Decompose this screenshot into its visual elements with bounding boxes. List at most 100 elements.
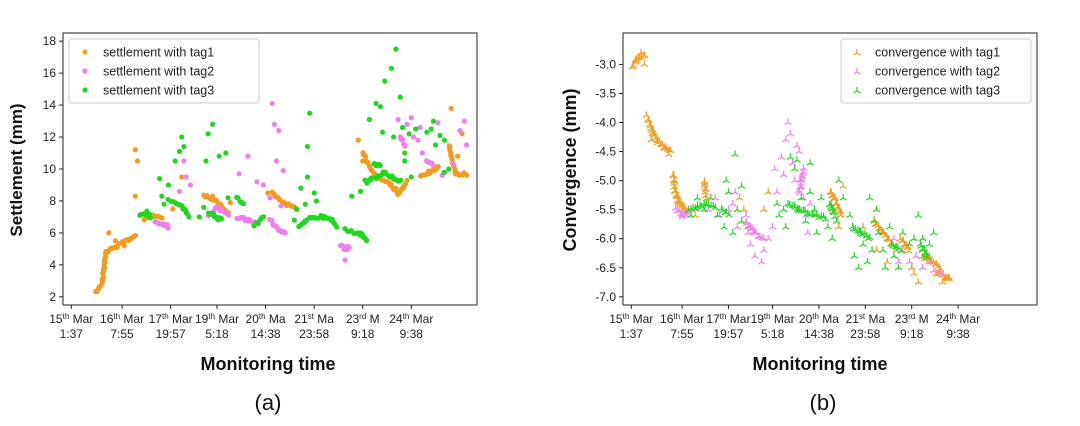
settlement-with-tag2-point (165, 225, 171, 231)
settlement-with-tag1-point (121, 243, 127, 249)
settlement-with-tag3-point (382, 78, 388, 84)
settlement-with-tag2-point (245, 153, 251, 159)
series-settlement-with-tag3 (137, 46, 452, 243)
convergence-with-tag2-point (751, 252, 759, 259)
x-tick-label: 21st Ma (294, 312, 334, 327)
settlement-with-tag1-point (404, 177, 410, 184)
convergence-with-tag2-point (795, 147, 803, 155)
convergence-with-tag3-point (813, 228, 821, 236)
settlement-with-tag3-point (406, 131, 412, 137)
y-tick-label: 14 (43, 98, 57, 112)
settlement-with-tag1-point (170, 206, 176, 212)
settlement-with-tag2-point (276, 128, 282, 134)
settlement-with-tag3-point (391, 134, 397, 140)
convergence-with-tag2-point (799, 164, 808, 171)
settlement-with-tag3-point (393, 46, 399, 52)
convergence-with-tag1-point (945, 274, 953, 282)
settlement-with-tag3-point (147, 215, 153, 221)
settlement-caption: (a) (255, 390, 282, 415)
convergence-with-tag1-point (640, 60, 649, 67)
convergence-with-tag3-point (863, 258, 872, 265)
convergence-with-tag3-point (899, 228, 907, 236)
settlement-with-tag2-point (269, 217, 275, 224)
settlement-with-tag3-point (159, 193, 165, 199)
settlement-with-tag2-point (430, 162, 436, 168)
convergence-with-tag1-point (644, 116, 653, 124)
series-convergence-with-tag2 (671, 118, 945, 277)
convergence-with-tag2-point (773, 188, 781, 195)
convergence-with-tag3-point (717, 205, 726, 212)
convergence-with-tag3-point (725, 211, 733, 218)
x-tick-label: 20th Ma (246, 312, 286, 327)
x-tick-time: 1:37 (60, 327, 84, 341)
convergence-with-tag2-point (905, 258, 914, 265)
settlement-with-tag3-point (201, 204, 207, 210)
convergence-x-axis-label: Monitoring time (753, 354, 888, 374)
convergence-with-tag3-point (866, 233, 874, 241)
settlement-x-axis-label: Monitoring time (201, 354, 336, 374)
convergence-with-tag3-point (914, 211, 923, 219)
settlement-with-tag3-point (181, 144, 187, 150)
x-tick-time: 23:58 (850, 327, 880, 341)
settlement-with-tag2-point (463, 142, 470, 148)
convergence-with-tag1-point (740, 205, 748, 213)
convergence-y-ticks: -7.0 -6.5 -6.0 -5.5 -5.0 -4.5 -4.0 -3.5 -3.0 (595, 57, 623, 304)
convergence-with-tag3-point (733, 205, 742, 213)
convergence-with-tag1-point (640, 51, 649, 59)
x-tick-time: 19:57 (156, 327, 186, 341)
settlement-y-ticks: 2 4 6 8 10 12 14 16 18 (43, 34, 63, 304)
settlement-with-tag3-point (291, 217, 297, 223)
settlement-with-tag3-point (161, 201, 167, 207)
settlement-with-tag3-point (218, 216, 225, 222)
series-settlement-with-tag1 (93, 105, 470, 295)
settlement-with-tag3-point (373, 100, 379, 107)
convergence-with-tag3-point (859, 240, 867, 248)
settlement-with-tag2-point (254, 179, 260, 185)
convergence-with-tag3-point (905, 240, 914, 248)
x-tick-time: 14:38 (251, 327, 281, 341)
settlement-with-tag3-point (186, 214, 192, 220)
settlement-with-tag3-point (373, 163, 379, 169)
convergence-with-tag3-point (731, 150, 739, 158)
convergence-caption: (b) (810, 390, 837, 415)
x-tick-time: 9:38 (946, 327, 970, 341)
settlement-with-tag2-point (282, 230, 288, 236)
settlement-with-tag3-point (366, 116, 372, 123)
series-convergence-with-tag3 (684, 150, 938, 271)
convergence-with-tag1-point (839, 182, 847, 189)
settlement-with-tag2-point (181, 158, 187, 164)
settlement-with-tag3-point (157, 176, 163, 182)
convergence-with-tag2-point (760, 246, 768, 253)
settlement-with-tag3-point (298, 185, 304, 191)
convergence-with-tag3-point (885, 223, 894, 230)
x-tick-label: 24th Mar (389, 312, 433, 327)
convergence-with-tag3-point (921, 252, 929, 259)
convergence-with-tag3-point (835, 176, 843, 184)
settlement-with-tag2-point (457, 128, 463, 134)
settlement-with-tag3-point (196, 214, 202, 220)
legend-marker-settlement-with-tag1 (82, 49, 88, 55)
settlement-with-tag2-point (404, 121, 410, 127)
settlement-with-tag2-point (269, 100, 275, 107)
convergence-with-tag3-point (850, 252, 859, 259)
x-tick-label: 23rd M (346, 312, 380, 327)
y-tick-label: 12 (43, 130, 57, 144)
convergence-with-tag1-point (642, 111, 651, 118)
convergence-with-tag3-point (894, 263, 903, 271)
convergence-with-tag3-point (793, 156, 801, 163)
x-tick-label: 16th Mar (100, 312, 144, 327)
x-tick-label: 17th Mar (706, 312, 750, 327)
settlement-with-tag1-point (159, 215, 165, 221)
convergence-with-tag3-point (870, 217, 878, 224)
settlement-with-tag3-point (176, 148, 183, 154)
convergence-with-tag3-point (784, 199, 792, 207)
settlement-with-tag1-point (464, 172, 470, 178)
convergence-with-tag2-point (790, 176, 799, 184)
settlement-with-tag3-point (399, 124, 406, 131)
settlement-with-tag3-point (210, 121, 216, 127)
convergence-with-tag3-point (700, 205, 708, 213)
y-tick-label: -7.0 (595, 290, 616, 304)
